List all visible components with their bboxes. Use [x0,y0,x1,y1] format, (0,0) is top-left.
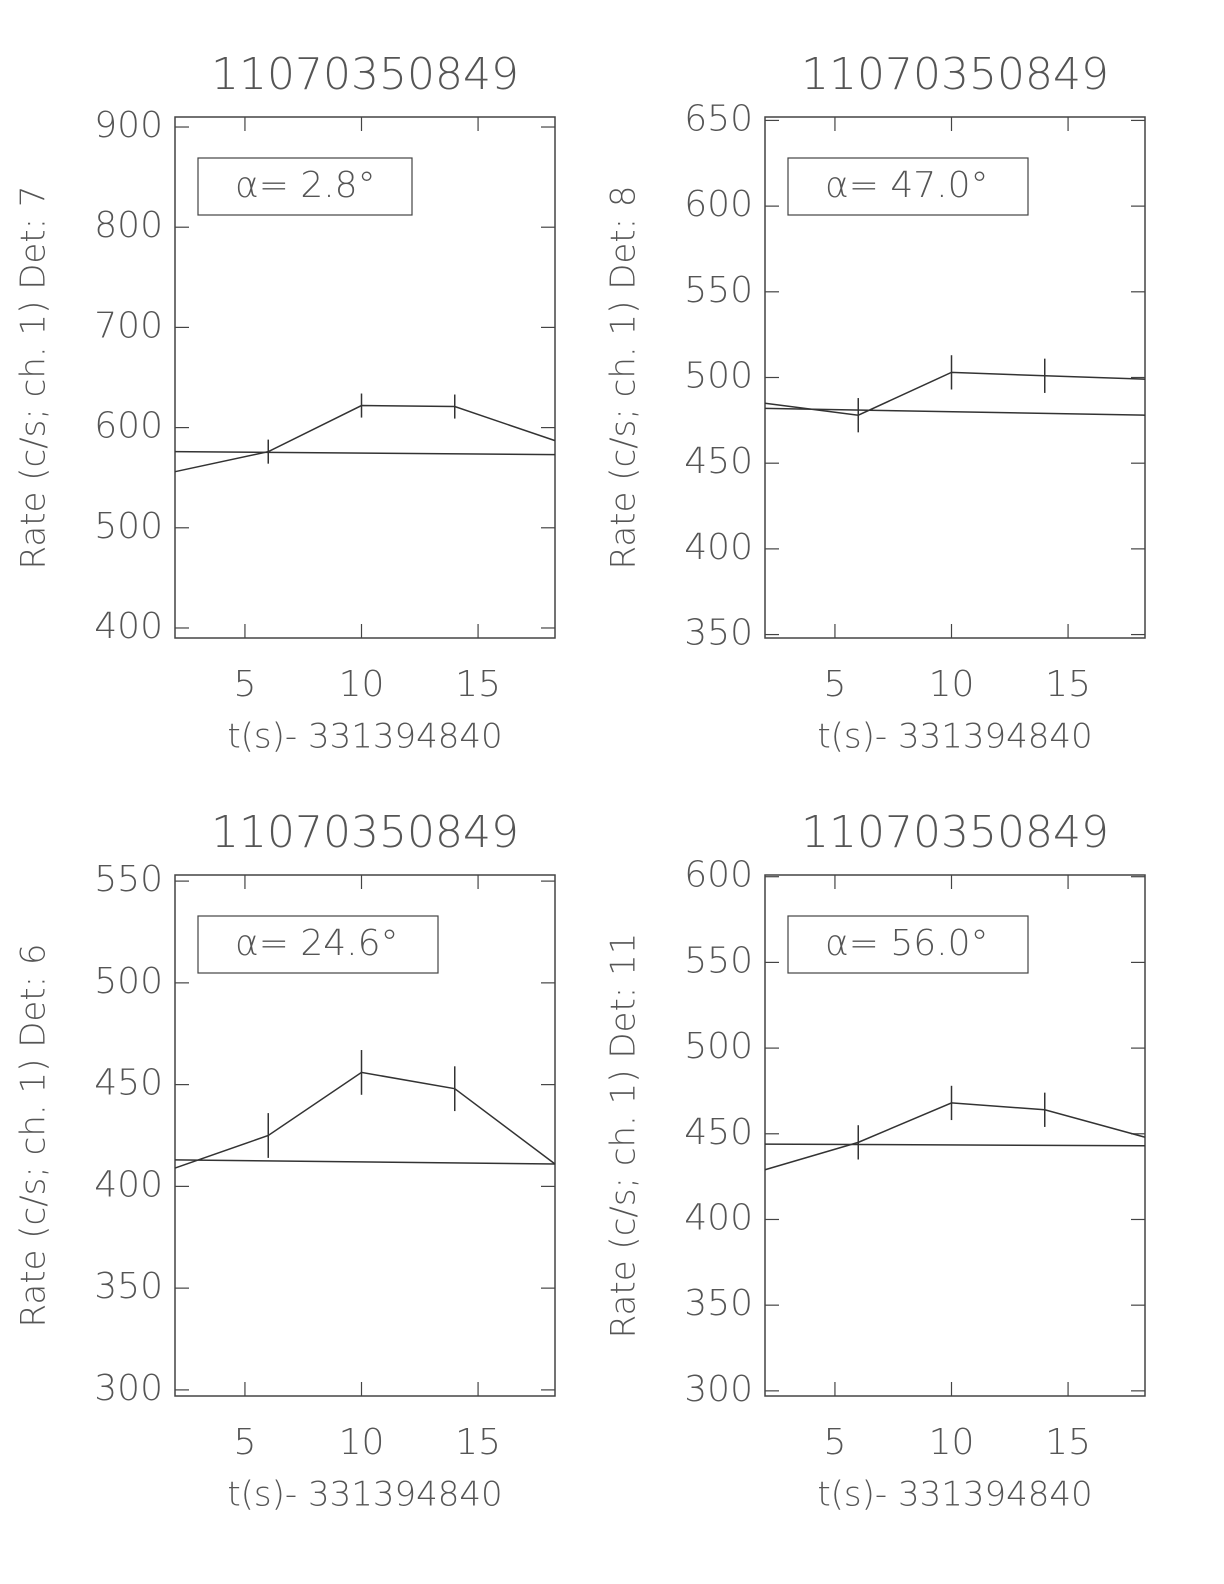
y-tick-label: 400 [684,527,753,568]
y-tick-label: 350 [684,1283,753,1324]
x-tick-label: 10 [339,1422,385,1463]
y-axis-label: Rate (c/s; ch. 1) Det: 7 [14,185,54,569]
panel: 11070350849 300 350 400 450 500 550 5 10 15 t(s)- … [14,807,556,1515]
panel: 11070350849 350 400 450 500 550 600 650 5 10 15 t(s… [604,49,1146,757]
y-tick-label: 700 [94,305,163,346]
y-tick-label: 600 [94,406,163,447]
annotation: α= 24.6° [235,923,399,964]
y-tick-label: 350 [684,613,753,654]
y-tick-label: 500 [684,1026,753,1067]
x-axis-label: t(s)- 331394840 [817,1475,1092,1515]
y-axis-label: Rate (c/s; ch. 1) Det: 11 [604,933,644,1339]
y-axis-label: Rate (c/s; ch. 1) Det: 8 [604,185,644,569]
y-tick-label: 550 [684,940,753,981]
annotation-box [787,157,1029,216]
y-tick-label: 400 [94,606,163,647]
y-tick-label: 500 [94,961,163,1002]
x-tick-label: 10 [929,1422,975,1463]
y-tick-label: 800 [94,205,163,246]
y-tick-label: 450 [94,1063,163,1104]
annotation: α= 56.0° [825,923,989,964]
annotation-box [197,915,439,974]
data-line [764,1102,1146,1171]
x-tick-label: 5 [823,664,846,705]
y-tick-label: 450 [684,441,753,482]
y-tick-label: 300 [94,1368,163,1409]
y-tick-label: 300 [684,1369,753,1410]
data-line [174,1159,556,1165]
y-tick-label: 550 [94,859,163,900]
annotation-box [787,915,1029,974]
data-line [174,404,556,473]
y-tick-label: 500 [684,356,753,397]
x-tick-label: 5 [233,664,256,705]
chart-title: 11070350849 [801,49,1109,100]
x-tick-label: 10 [929,664,975,705]
y-tick-label: 400 [94,1164,163,1205]
panel: 11070350849 400 500 600 700 800 900 5 10 15 t(s)- … [14,49,556,757]
y-tick-label: 650 [684,98,753,139]
x-tick-label: 5 [823,1422,846,1463]
y-tick-label: 350 [94,1266,163,1307]
data-line [174,1071,556,1169]
y-tick-label: 400 [684,1197,753,1238]
y-tick-label: 550 [684,270,753,311]
chart-title: 11070350849 [801,807,1109,858]
chart-title: 11070350849 [211,807,519,858]
annotation-box [197,157,413,216]
x-tick-label: 5 [233,1422,256,1463]
y-axis-label: Rate (c/s; ch. 1) Det: 6 [14,943,54,1327]
plot-frame [174,116,556,639]
annotation: α= 47.0° [825,165,989,206]
panel: 11070350849 300 350 400 450 500 550 600 5 10 15 t(s… [604,807,1146,1515]
plot-frame [764,874,1146,1397]
y-tick-label: 500 [94,506,163,547]
data-line [764,407,1146,416]
data-line [764,1143,1146,1147]
y-tick-label: 450 [684,1112,753,1153]
x-tick-label: 10 [339,664,385,705]
x-tick-label: 15 [455,664,501,705]
x-tick-label: 15 [1045,1422,1091,1463]
x-tick-label: 15 [455,1422,501,1463]
x-axis-label: t(s)- 331394840 [227,1475,502,1515]
x-tick-label: 15 [1045,664,1091,705]
data-line [174,450,556,456]
x-axis-label: t(s)- 331394840 [817,717,1092,757]
y-tick-label: 600 [684,855,753,896]
y-tick-label: 600 [684,184,753,225]
x-axis-label: t(s)- 331394840 [227,717,502,757]
plot-frame [174,874,556,1397]
annotation: α= 2.8° [235,165,376,206]
y-tick-label: 900 [94,105,163,146]
chart-title: 11070350849 [211,49,519,100]
